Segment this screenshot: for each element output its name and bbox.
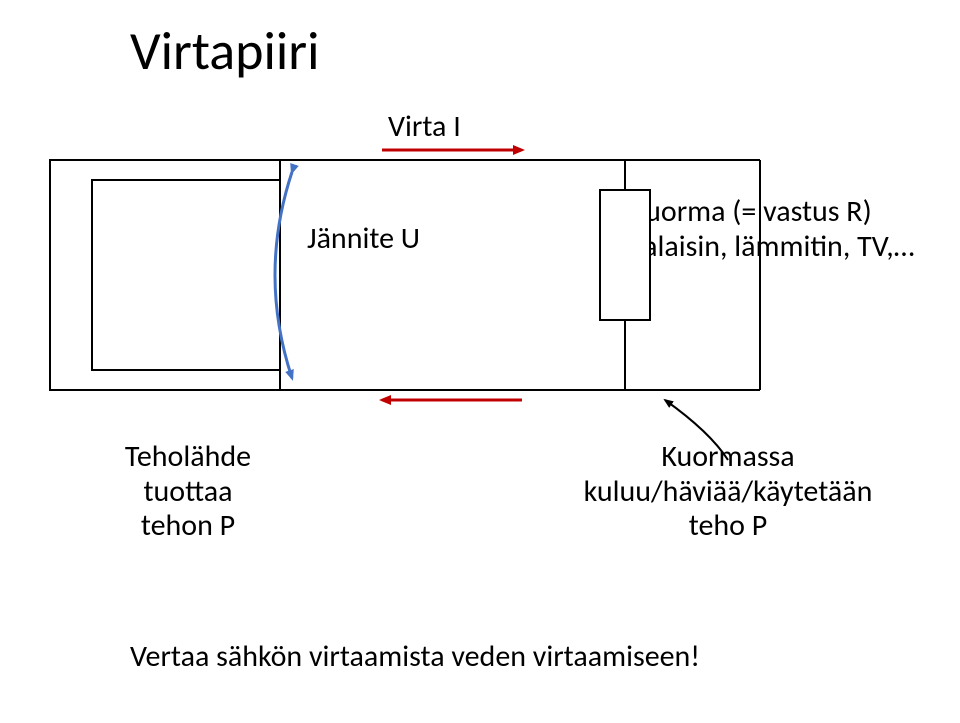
source-box <box>50 160 280 390</box>
label-kuorma: Kuorma (= vastus R) valaisin, lämmitin, … <box>630 195 915 264</box>
label-teholahde: Teholähde tuottaa tehon P <box>98 440 278 544</box>
label-jannite: Jännite U <box>307 222 420 257</box>
label-virta: Virta I <box>388 110 461 145</box>
label-jannitelahde: Jännitelähde (teholähde) <box>60 200 280 269</box>
label-vertaa: Vertaa sähkön virtaamista veden virtaami… <box>130 640 700 675</box>
diagram-stage: Virtapiiri Virta I Jännitelähde (teholäh… <box>0 0 960 723</box>
page-title: Virtapiiri <box>130 18 320 84</box>
diagram-svg <box>0 0 960 723</box>
label-kuormassa: Kuormassa kuluu/häviää/käytetään teho P <box>558 440 898 544</box>
